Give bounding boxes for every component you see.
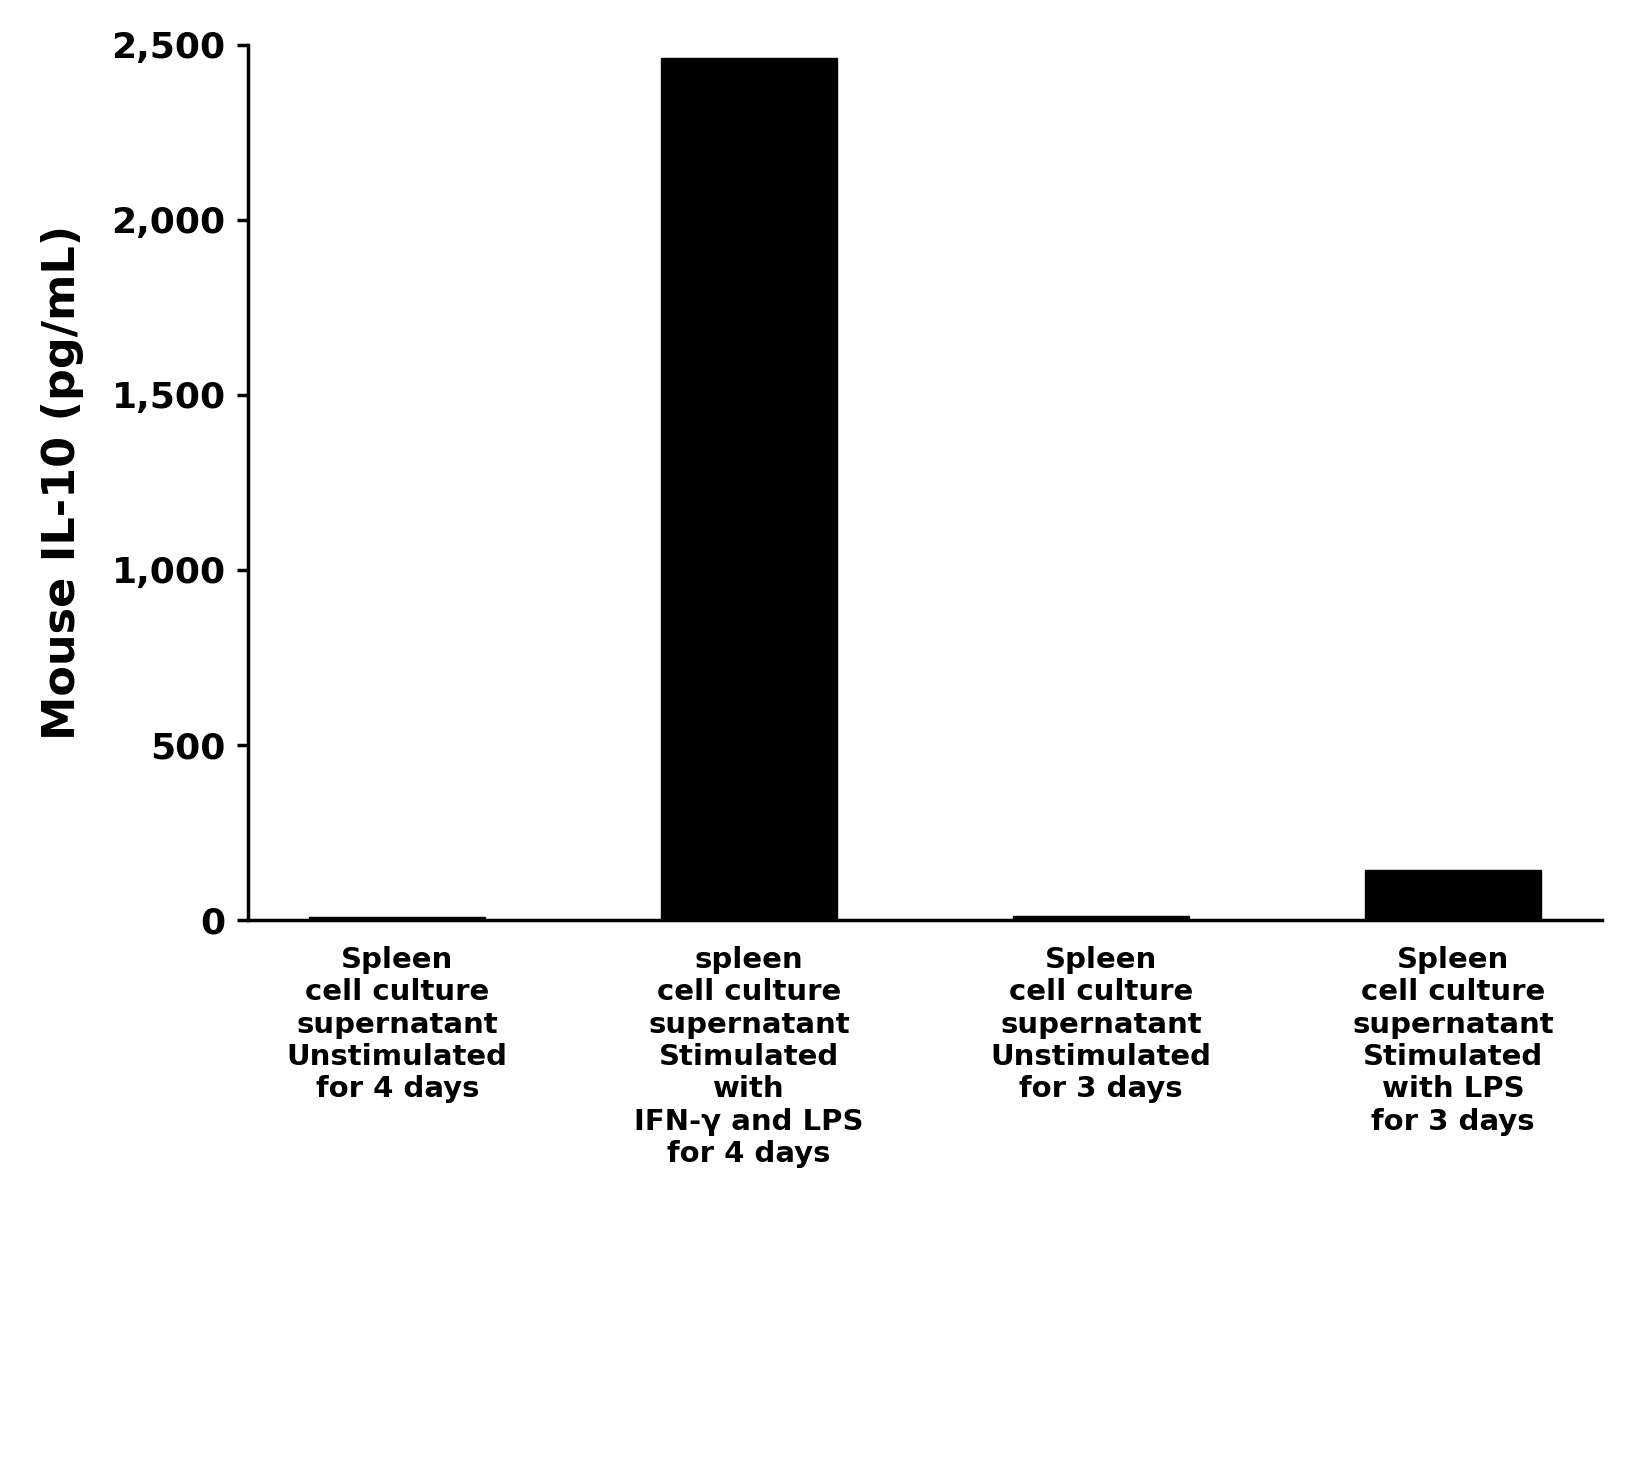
Bar <box>661 58 838 920</box>
Bar <box>1365 870 1541 920</box>
Bar <box>1013 916 1189 920</box>
Bar <box>309 917 486 920</box>
Y-axis label: Mouse IL-10 (pg/mL): Mouse IL-10 (pg/mL) <box>41 224 84 741</box>
